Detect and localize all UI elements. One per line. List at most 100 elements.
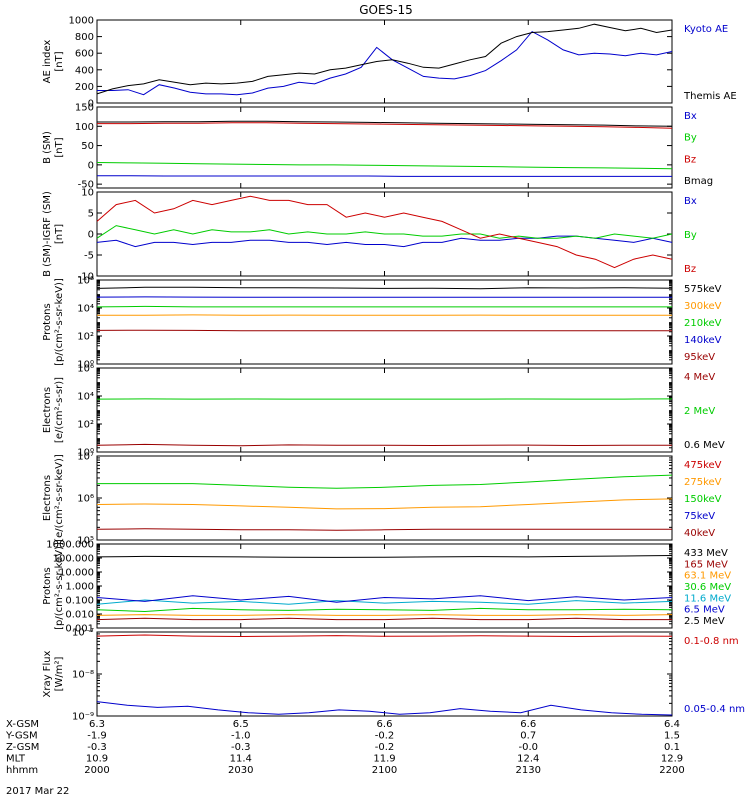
legend-label: 2.5 MeV xyxy=(684,616,725,627)
ephem-value: -0.3 xyxy=(87,742,107,753)
y-axis-label: [W/m²] xyxy=(54,656,65,691)
y-tick-label: 1000 xyxy=(69,16,94,27)
legend-label: 11.6 MeV xyxy=(684,593,731,604)
legend-label: 75keV xyxy=(684,511,715,522)
legend-label: 63.1 MeV xyxy=(684,571,731,582)
ephem-value: 6.6 xyxy=(377,719,393,730)
legend-label: Themis AE xyxy=(683,91,737,102)
panel-frame xyxy=(96,631,673,717)
series-line-kyoto-ae xyxy=(97,30,673,96)
legend-label: 6.5 MeV xyxy=(684,605,725,616)
y-tick-label: 5 xyxy=(88,209,94,220)
legend-label: Bmag xyxy=(684,176,713,187)
ephem-value: 12.4 xyxy=(517,754,539,765)
legend-label: 4 MeV xyxy=(684,372,715,383)
legend-label: 210keV xyxy=(684,318,722,329)
y-tick-label: 0.001 xyxy=(65,624,94,635)
legend-label: 165 MeV xyxy=(684,559,728,570)
y-axis-label: AE index xyxy=(42,40,53,84)
ephem-row-label: Z-GSM xyxy=(6,742,39,753)
y-tick-label: 100.000 xyxy=(53,554,94,565)
y-tick-label: 10² xyxy=(77,420,94,431)
series-line-575kev xyxy=(96,286,673,290)
series-line-165-mev xyxy=(96,617,672,621)
series-line-bz xyxy=(97,122,673,129)
y-tick-label: 1.000 xyxy=(65,582,94,593)
y-tick-label: 10⁰ xyxy=(77,360,94,371)
ephem-row-label: Y-GSM xyxy=(5,731,38,742)
ephem-value: -0.0 xyxy=(518,742,538,753)
y-tick-label: 200 xyxy=(75,82,94,93)
y-axis-label: Electrons xyxy=(42,475,53,521)
y-tick-label: -5 xyxy=(84,251,94,262)
y-tick-label: 0.010 xyxy=(65,610,94,621)
panel-ae: 0 200 400 600 800 1000 AE index [nT] Kyoto AE The… xyxy=(42,16,737,110)
series-line-150kev xyxy=(97,474,673,489)
series-line-6-5-mev xyxy=(96,595,673,603)
series-line-0-1-0-8-nm xyxy=(96,634,673,638)
ephem-value: 2030 xyxy=(228,765,253,776)
y-tick-label: 800 xyxy=(75,32,94,43)
y-tick-label: 0 xyxy=(88,230,94,241)
y-axis-label: [nT] xyxy=(54,224,65,244)
ephemeris-table: X-GSM 6.3 6.5 6.6 6.6 6.4 Y-GSM -1.9 -1.0 -0.2 0.7… xyxy=(5,719,685,776)
y-tick-label: 150 xyxy=(75,103,94,114)
ephem-value: -0.2 xyxy=(375,731,395,742)
y-tick-label: 10⁻⁹ xyxy=(72,712,94,723)
y-axis-label: [nT] xyxy=(54,51,65,71)
legend-label: 0.1-0.8 nm xyxy=(684,636,739,647)
y-tick-label: 0 xyxy=(88,99,94,110)
ephem-value: -0.2 xyxy=(375,742,395,753)
legend-label: By xyxy=(684,133,697,144)
ephem-value: 0.7 xyxy=(520,731,536,742)
y-axis-label: Electrons xyxy=(42,387,53,433)
legend-label: By xyxy=(684,230,697,241)
legend-label: Bz xyxy=(684,264,696,275)
series-line-by xyxy=(96,225,673,239)
y-tick-label: 10 xyxy=(81,188,94,199)
legend-label: Bz xyxy=(684,154,696,165)
ephem-value: 0.1 xyxy=(664,742,680,753)
panel-xray: 10⁻⁹ 10⁻⁸ 10⁻⁷ Xray Flux [W/m²] 0.1-0.8 nm 0.0… xyxy=(42,628,745,723)
ephem-value: 6.3 xyxy=(89,719,105,730)
y-axis-label: [p/(cm²-s-sr-keV)] xyxy=(54,278,65,366)
y-tick-label: 10⁷ xyxy=(77,452,94,463)
legend-label: Bx xyxy=(684,111,697,122)
panel-protons1: 10⁰ 10² 10⁴ 10⁶ Protons [p/(cm²-s-sr-keV)] 575… xyxy=(42,276,722,371)
panel-frame xyxy=(96,455,673,541)
legend-label: 40keV xyxy=(684,528,715,539)
legend-label: 300keV xyxy=(684,301,722,312)
series-line-210kev xyxy=(96,305,672,308)
series-line-63-1-mev xyxy=(96,614,673,616)
y-tick-label: 10² xyxy=(77,332,94,343)
y-tick-label: 10.000 xyxy=(59,568,94,579)
panel-protons2: 0.001 0.010 0.100 1.000 10.000 100.000 1000.00… xyxy=(42,540,731,635)
panel-electrons1: 10⁰ 10² 10⁴ 10⁶ Electrons [e/(cm²-s-sr)] 4 MeV… xyxy=(42,364,725,459)
y-tick-label: 10⁶ xyxy=(77,276,94,287)
panel-b_sm: -50 0 50 100 150 B (SM) [nT] Bx By Bz Bmag xyxy=(42,103,713,191)
y-tick-label: 1000.000 xyxy=(46,540,94,551)
legend-label: 575keV xyxy=(684,284,722,295)
y-tick-label: 0 xyxy=(88,160,94,171)
ephem-value: 10.9 xyxy=(86,754,108,765)
y-axis-label: B (SM)-IGRF (SM) xyxy=(42,191,53,277)
legend-label: 140keV xyxy=(684,335,722,346)
ephem-value: 11.9 xyxy=(373,754,395,765)
y-tick-label: 10⁴ xyxy=(77,392,94,403)
ephem-row-label: MLT xyxy=(6,754,26,765)
y-axis-label: Protons xyxy=(42,567,53,604)
ephem-row-label: hhmm xyxy=(6,765,38,776)
y-axis-label: [nT] xyxy=(54,137,65,157)
legend-label: 95keV xyxy=(684,352,715,363)
y-tick-label: 400 xyxy=(75,65,94,76)
y-tick-label: 10⁰ xyxy=(77,448,94,459)
ephem-value: -1.0 xyxy=(231,731,251,742)
y-axis-label: [p/(cm²-s-sr-keV)] xyxy=(54,542,65,630)
y-tick-label: 600 xyxy=(75,49,94,60)
ephem-value: 12.9 xyxy=(661,754,683,765)
y-tick-label: -10 xyxy=(78,272,94,283)
y-tick-label: 10⁴ xyxy=(77,304,94,315)
y-tick-label: 10⁻⁷ xyxy=(72,628,94,639)
y-axis-label: [e/(cm²-s-sr)] xyxy=(54,377,65,443)
